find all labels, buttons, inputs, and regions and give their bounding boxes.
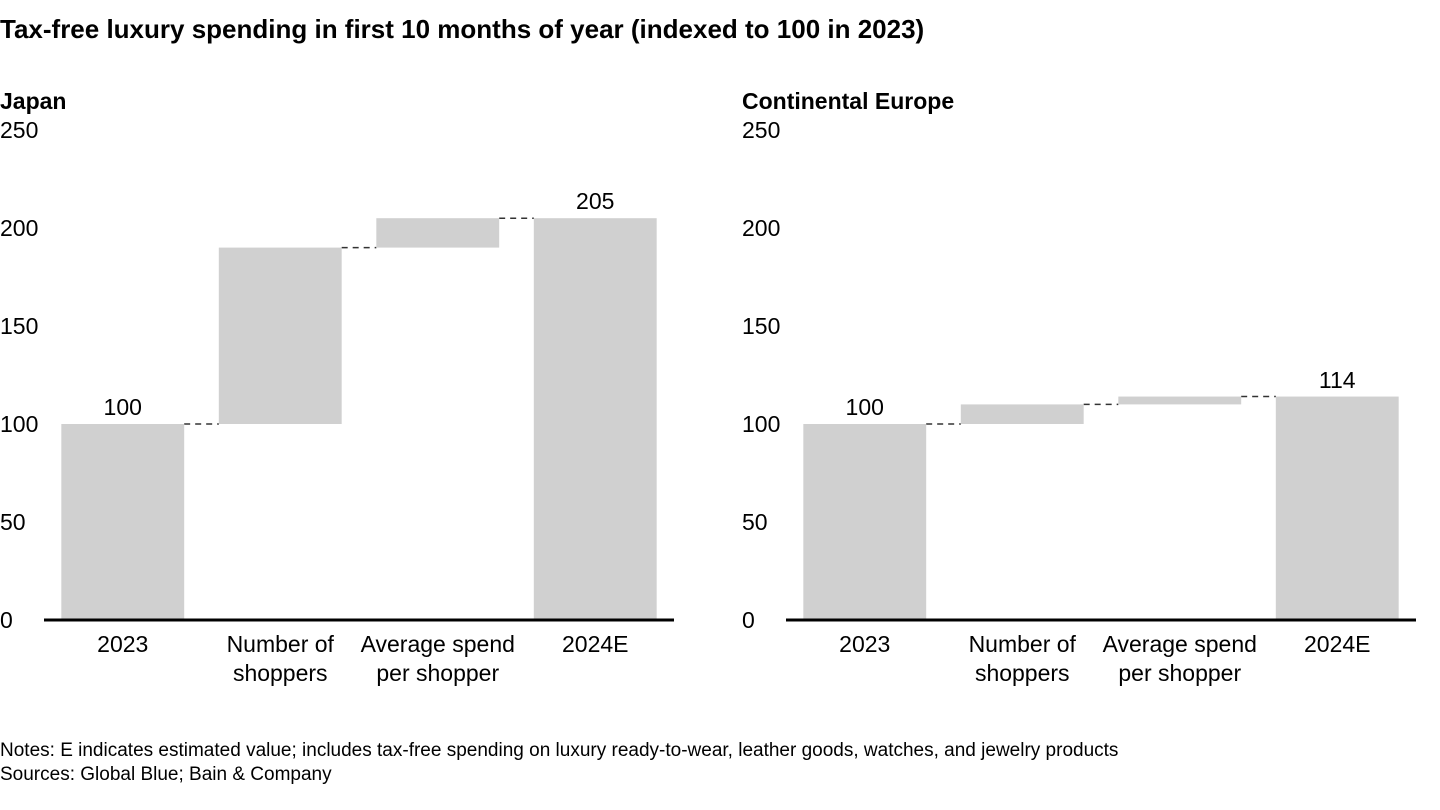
bar-value-label: 114: [1276, 367, 1399, 394]
x-tick-label: 2023: [786, 630, 944, 659]
footnote-note: Notes: E indicates estimated value; incl…: [0, 740, 1118, 762]
panel-svg-europe: [0, 0, 1440, 810]
x-tick-label: 2024E: [1259, 630, 1417, 659]
waterfall-bar: [803, 424, 926, 620]
waterfall-bar: [961, 404, 1084, 424]
x-tick-label: Number ofshoppers: [944, 630, 1102, 688]
waterfall-bar: [1276, 397, 1399, 620]
waterfall-bar: [1118, 397, 1241, 405]
x-tick-label: Average spendper shopper: [1101, 630, 1259, 688]
footnote-source: Sources: Global Blue; Bain & Company: [0, 764, 332, 786]
chart-page: Tax-free luxury spending in first 10 mon…: [0, 0, 1440, 810]
bar-value-label: 100: [803, 394, 926, 421]
